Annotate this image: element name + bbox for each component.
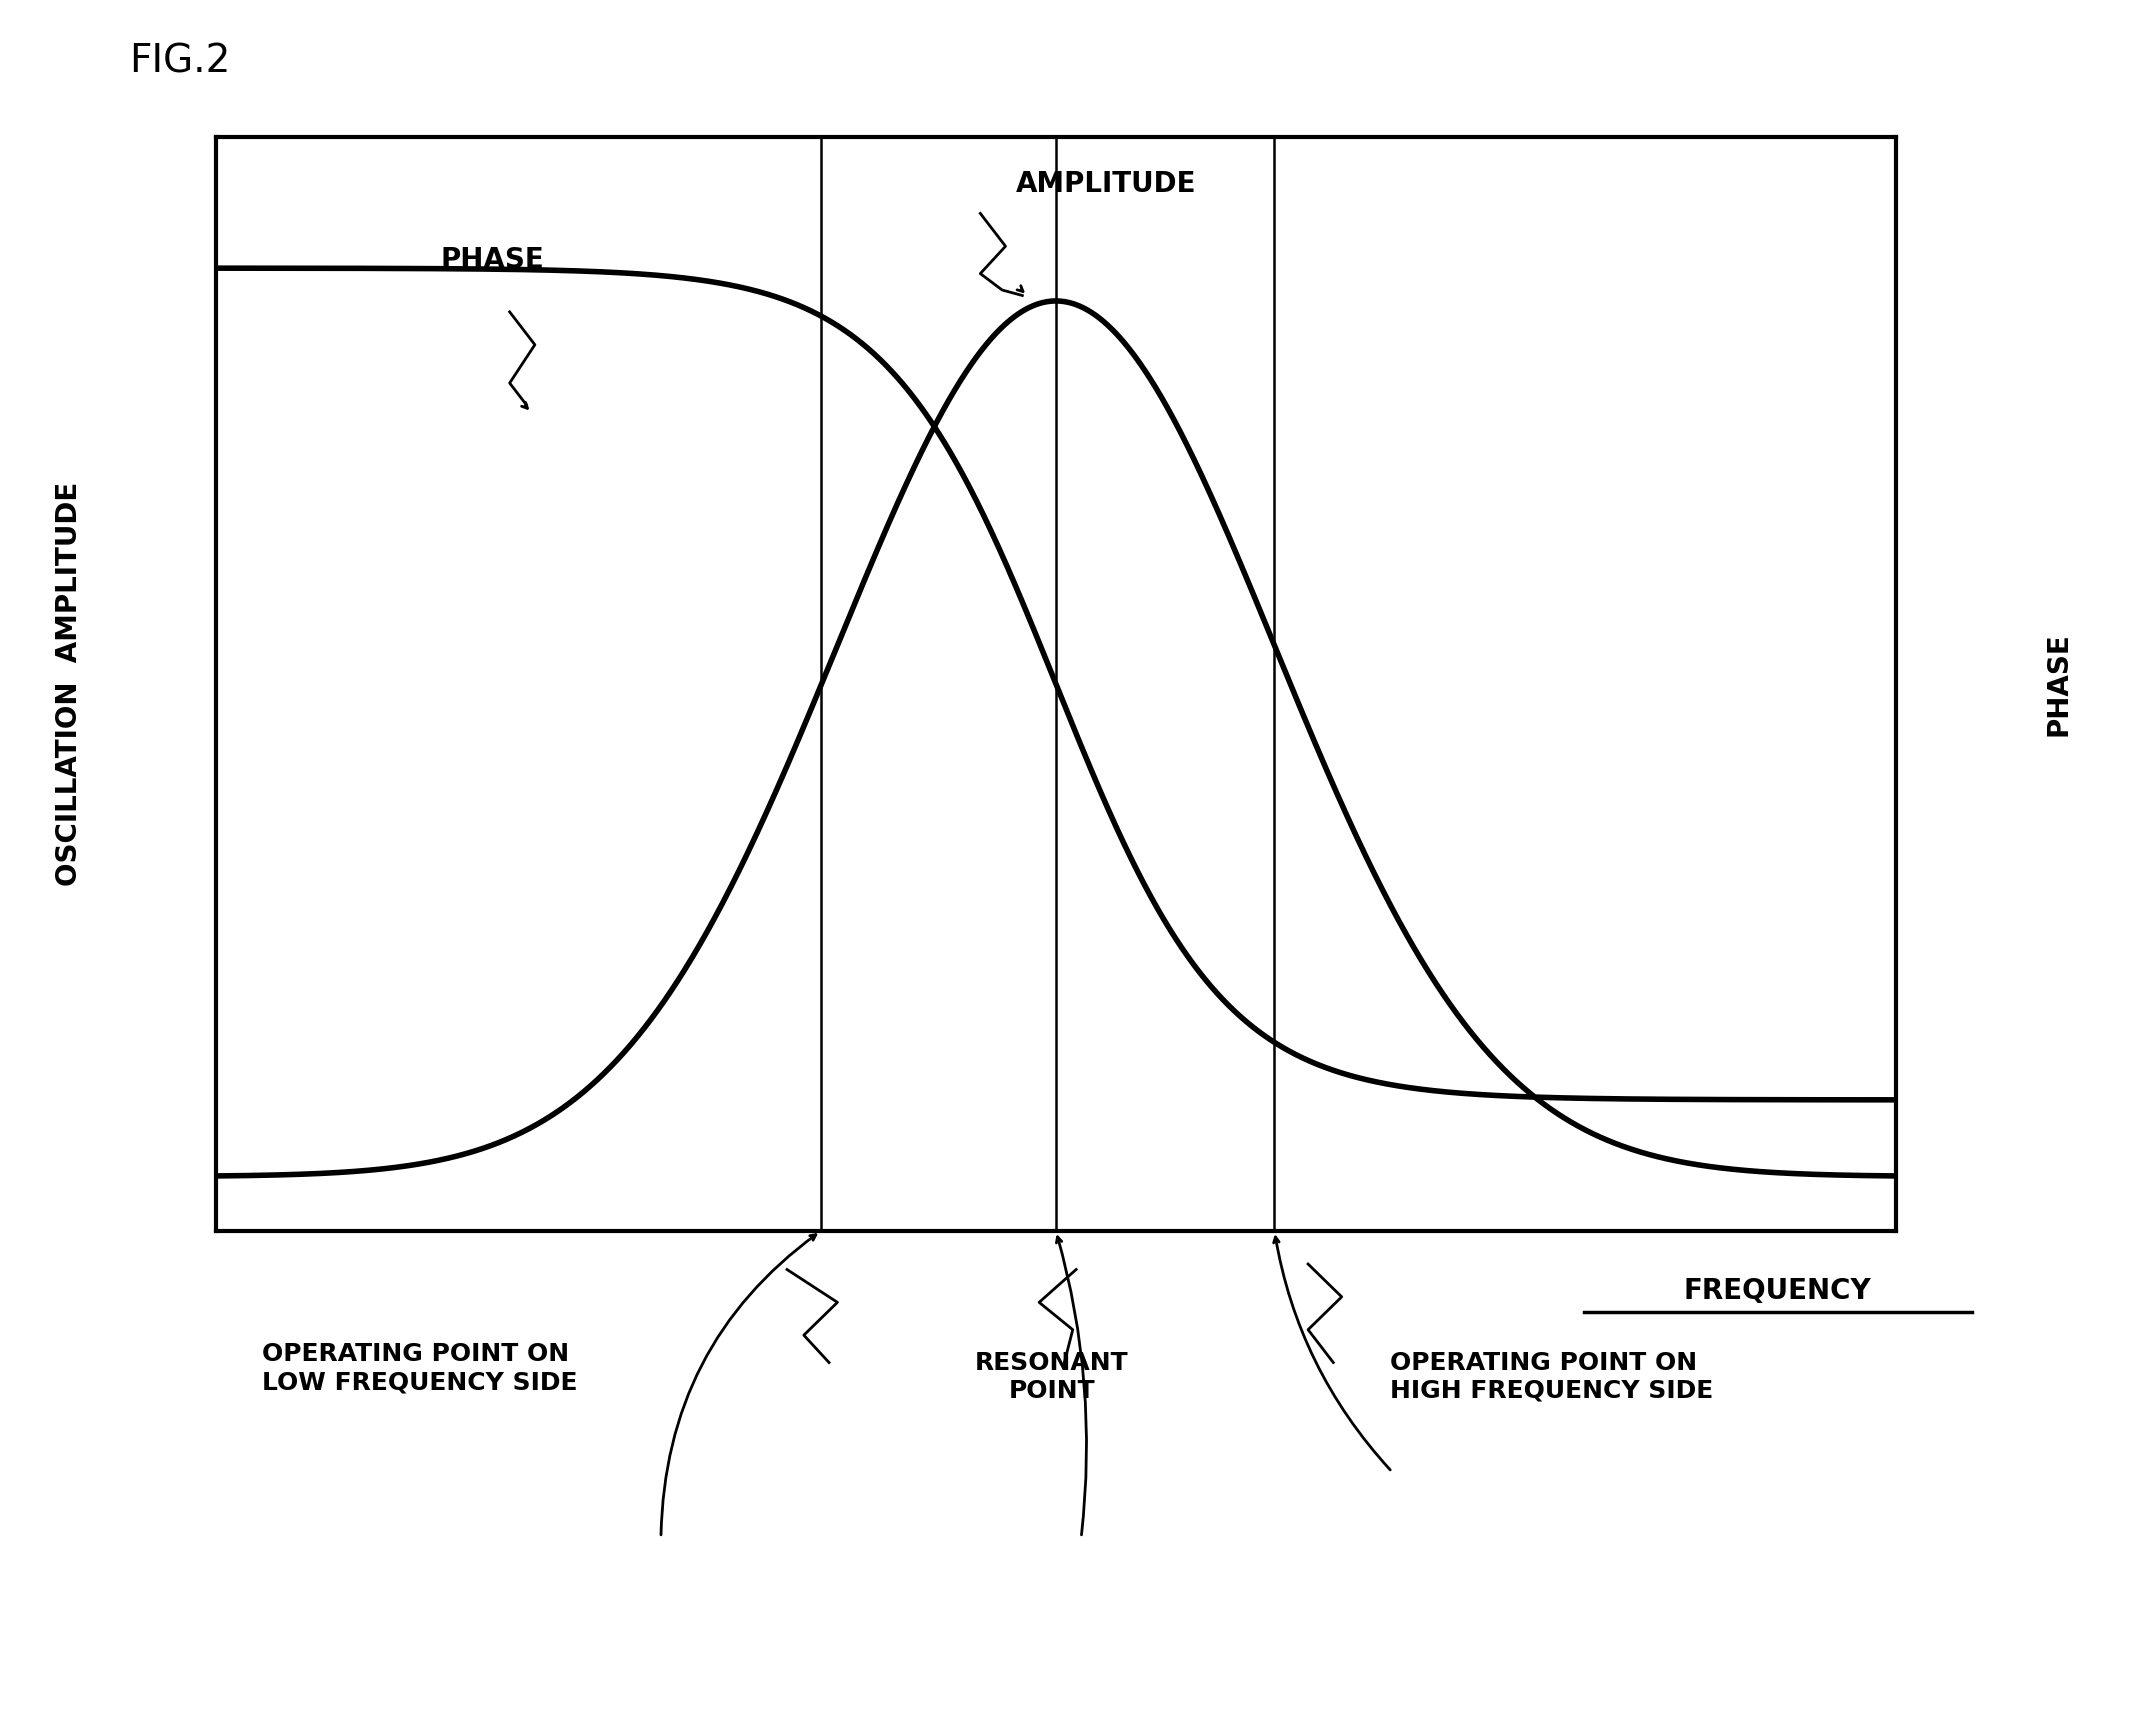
Text: OPERATING POINT ON
LOW FREQUENCY SIDE: OPERATING POINT ON LOW FREQUENCY SIDE xyxy=(263,1342,578,1394)
Text: AMPLITUDE: AMPLITUDE xyxy=(1017,169,1196,198)
Text: FIG.2: FIG.2 xyxy=(129,43,231,80)
Text: PHASE: PHASE xyxy=(442,246,545,274)
Text: OPERATING POINT ON
HIGH FREQUENCY SIDE: OPERATING POINT ON HIGH FREQUENCY SIDE xyxy=(1390,1351,1713,1402)
Text: FREQUENCY: FREQUENCY xyxy=(1683,1277,1873,1305)
Text: RESONANT
POINT: RESONANT POINT xyxy=(974,1351,1129,1402)
Text: PHASE: PHASE xyxy=(2045,633,2071,735)
Text: OSCILLATION  AMPLITUDE: OSCILLATION AMPLITUDE xyxy=(56,482,82,886)
